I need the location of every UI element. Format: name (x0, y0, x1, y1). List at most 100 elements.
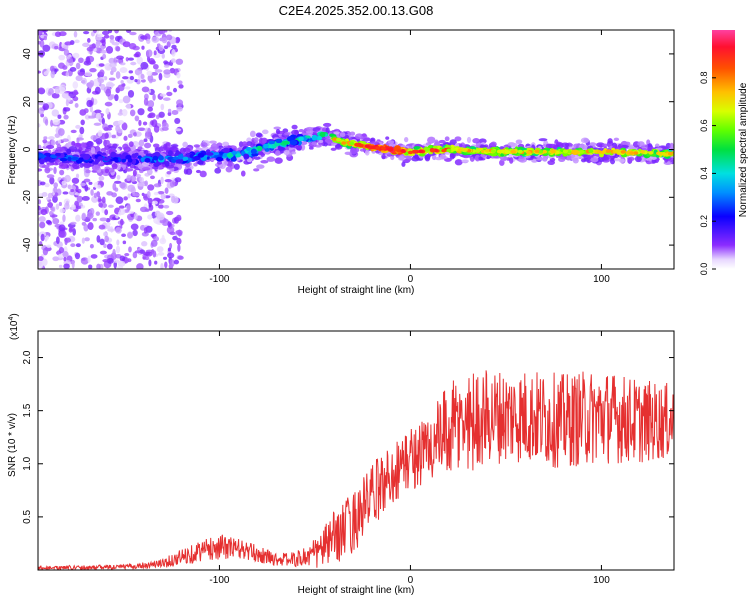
spectrogram-xlabel: Height of straight line (km) (298, 285, 415, 296)
spectrum-halo-mark (46, 174, 55, 179)
spectrum-halo-mark (233, 163, 240, 170)
spectrum-noise-mark (159, 93, 167, 97)
spectrum-noise-mark (154, 260, 158, 265)
spectrum-noise-mark (134, 250, 141, 254)
spectrum-noise-mark (161, 122, 169, 130)
spectrum-noise-mark (127, 89, 135, 98)
snr-ytick-label: 0.5 (22, 510, 33, 524)
spectrum-noise-mark (108, 57, 116, 64)
spectrum-noise-mark (163, 30, 168, 33)
spectrum-noise-mark (139, 176, 144, 183)
spectrum-noise-mark (39, 221, 46, 229)
spectrum-noise-mark (103, 126, 109, 132)
spectrum-noise-mark (110, 94, 116, 99)
spectrum-halo-mark (390, 155, 395, 161)
spectrum-noise-mark (127, 57, 134, 61)
colorbar-tick-label: 0.8 (699, 72, 709, 85)
spectrum-core-mark (371, 145, 377, 150)
spectrum-noise-mark (78, 57, 84, 64)
spectrum-noise-mark (75, 62, 81, 70)
spectrum-noise-mark (93, 122, 102, 126)
spectrum-noise-mark (143, 227, 148, 234)
spectrum-noise-mark (120, 80, 124, 85)
spectrum-noise-mark (104, 101, 113, 107)
spectrum-halo-mark (588, 142, 597, 147)
spectrum-noise-mark (41, 191, 48, 197)
spectrum-noise-mark (71, 177, 80, 184)
spectrum-ridge-mark (268, 140, 275, 145)
spectrum-halo-mark (275, 150, 281, 157)
spectrum-noise-mark (152, 63, 159, 70)
spectrum-noise-mark (38, 205, 41, 211)
spectrum-noise-mark (143, 138, 148, 143)
spectrum-halo-mark (381, 153, 386, 160)
spectrum-noise-mark (111, 134, 117, 139)
spectrum-core-mark (358, 143, 364, 148)
spectrum-ridge-mark (226, 152, 233, 158)
spectrum-noise-mark (52, 195, 58, 203)
spectrum-core-mark (620, 150, 626, 154)
spectrum-noise-mark (64, 174, 71, 183)
spectrum-halo-mark (90, 147, 96, 154)
spectrum-noise-mark (101, 39, 106, 47)
spectrum-noise-mark (52, 118, 61, 126)
spectrum-noise-mark (125, 103, 132, 110)
spectrum-halo-mark (112, 143, 118, 149)
spectrum-noise-mark (118, 99, 124, 104)
spectrum-core-mark (562, 149, 568, 154)
spectrum-ridge-mark (213, 152, 220, 156)
spectrum-halo-mark (195, 169, 201, 174)
spectrum-ridge-mark (153, 162, 160, 167)
chart-title: C2E4.2025.352.00.13.G08 (279, 3, 434, 18)
spectrum-noise-mark (88, 181, 93, 185)
spectrum-noise-mark (62, 191, 69, 195)
spectrum-core-mark (596, 150, 602, 154)
spectrum-noise-mark (69, 185, 77, 191)
spectrum-noise-mark (158, 72, 163, 81)
spec-ytick-label: 0 (22, 146, 33, 152)
spectrum-noise-mark (96, 191, 101, 198)
spectrum-noise-mark (65, 71, 70, 77)
spectrum-halo-mark (283, 150, 290, 155)
spectrum-halo-mark (349, 131, 356, 136)
spectrum-noise-mark (103, 34, 110, 39)
spectrum-noise-mark (118, 205, 125, 209)
spectrum-core-mark (505, 150, 511, 155)
spectrum-ridge-mark (177, 154, 184, 160)
spectrum-halo-mark (627, 144, 634, 148)
spectrum-noise-mark (177, 80, 183, 85)
spectrum-noise-mark (44, 118, 49, 126)
spectrum-halo-mark (163, 143, 168, 151)
snr-xlabel: Height of straight line (km) (298, 585, 415, 596)
spectrum-noise-mark (135, 198, 141, 203)
spectrum-halo-mark (43, 136, 48, 140)
spectrum-noise-mark (116, 239, 120, 246)
spectrum-noise-mark (124, 252, 130, 257)
spectrum-halo-mark (613, 137, 620, 141)
spectrum-halo-mark (490, 141, 497, 147)
spectrum-noise-mark (150, 175, 155, 180)
spectrum-noise-mark (89, 79, 95, 88)
spectrum-halo-mark (291, 129, 299, 135)
spectrum-noise-mark (74, 102, 79, 108)
spectrum-halo-mark (549, 157, 556, 162)
spectrum-noise-mark (130, 223, 139, 231)
spectrum-noise-mark (171, 110, 179, 116)
spectrum-noise-mark (117, 120, 124, 125)
spectrum-noise-mark (167, 112, 172, 116)
spectrum-noise-mark (101, 117, 106, 125)
spectrum-core-mark (380, 146, 386, 151)
spectrum-noise-mark (115, 46, 121, 52)
spectrum-noise-mark (177, 243, 181, 252)
spectrum-noise-mark (140, 206, 148, 213)
spectrum-noise-mark (49, 65, 55, 72)
spectrum-halo-mark (426, 153, 432, 158)
spectrum-noise-mark (137, 108, 145, 116)
svg-text:(x104): (x104) (8, 313, 20, 340)
spectrum-noise-mark (112, 259, 120, 263)
spectrum-noise-mark (132, 193, 141, 197)
spectrum-noise-mark (83, 31, 90, 35)
spectrum-core-mark (341, 141, 347, 145)
spectrum-halo-mark (222, 141, 230, 147)
